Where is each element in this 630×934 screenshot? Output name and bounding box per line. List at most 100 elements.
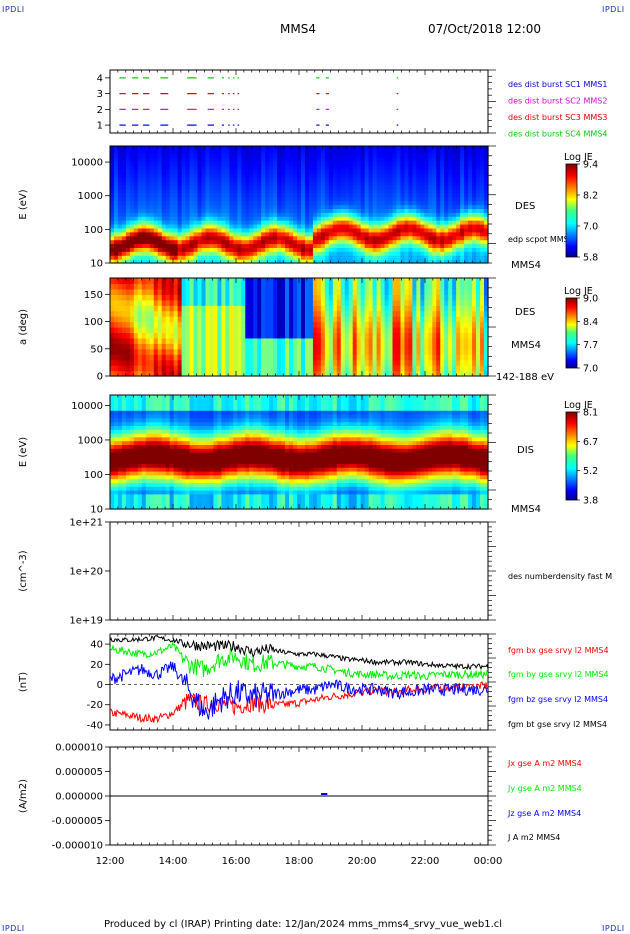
heatmap-cell: [356, 251, 362, 256]
heatmap-cell: [320, 204, 326, 209]
heatmap-cell: [289, 204, 294, 209]
heatmap-cell: [221, 177, 226, 182]
heatmap-cell: [145, 343, 151, 350]
heatmap-cell: [356, 255, 362, 260]
heatmap-cell: [344, 365, 350, 372]
heatmap-cell: [348, 259, 354, 264]
heatmap-cell: [460, 365, 465, 372]
heatmap-cell: [133, 278, 139, 285]
heatmap-cell: [336, 192, 342, 198]
heatmap-cell: [157, 255, 163, 260]
heatmap-cell: [173, 149, 179, 155]
heatmap-cell: [308, 332, 314, 339]
heatmap-cell: [149, 321, 155, 328]
heatmap-cell: [249, 337, 254, 344]
heatmap-cell: [277, 165, 282, 170]
heatmap-cell: [364, 224, 370, 229]
heatmap-cell: [328, 294, 334, 301]
heatmap-cell: [308, 220, 314, 225]
heatmap-cell: [245, 294, 250, 301]
heatmap-cell: [149, 327, 155, 334]
heatmap-cell: [117, 247, 123, 252]
heatmap-cell: [297, 283, 302, 290]
heatmap-cell: [289, 354, 294, 361]
heatmap-cell: [348, 239, 354, 245]
heatmap-cell: [153, 235, 159, 241]
heatmap-cell: [432, 231, 437, 237]
heatmap-cell: [480, 283, 485, 290]
heatmap-cell: [209, 294, 215, 301]
heatmap-cell: [340, 185, 346, 190]
heatmap-cell: [456, 231, 461, 237]
heatmap-cell: [197, 316, 203, 323]
heatmap-cell: [460, 337, 465, 344]
heatmap-cell: [420, 177, 425, 182]
heatmap-cell: [452, 146, 457, 151]
heatmap-cell: [476, 251, 481, 256]
heatmap-cell: [464, 348, 469, 355]
heatmap-cell: [384, 146, 390, 151]
heatmap-cell: [440, 212, 445, 217]
heatmap-cell: [249, 251, 254, 256]
heatmap-cell: [424, 348, 429, 355]
heatmap-cell: [440, 305, 445, 312]
heatmap-cell: [177, 173, 183, 178]
heatmap-cell: [125, 196, 131, 202]
heatmap-cell: [308, 247, 314, 252]
heatmap-cell: [312, 243, 318, 248]
heatmap-cell: [201, 247, 207, 252]
heatmap-cell: [293, 327, 298, 334]
heatmap-cell: [129, 294, 135, 301]
heatmap-cell: [384, 365, 390, 372]
heatmap-cell: [273, 299, 278, 306]
heatmap-cell: [169, 224, 175, 229]
heatmap-cell: [484, 165, 489, 170]
heatmap-cell: [185, 188, 191, 194]
heatmap-cell: [129, 243, 135, 248]
heatmap-cell: [400, 239, 406, 245]
heatmap-cell: [320, 283, 326, 290]
heatmap-cell: [328, 153, 334, 159]
heatmap-cell: [396, 316, 402, 323]
heatmap-cell: [241, 177, 246, 182]
heatmap-cell: [197, 321, 203, 328]
heatmap-cell: [356, 220, 362, 225]
heatmap-cell: [141, 204, 147, 209]
heatmap-cell: [133, 235, 139, 241]
heatmap-cell: [336, 343, 342, 350]
heatmap-cell: [464, 299, 469, 306]
heatmap-cell: [404, 354, 410, 361]
heatmap-cell: [468, 365, 473, 372]
heatmap-cell: [237, 204, 242, 209]
heatmap-cell: [273, 231, 278, 237]
heatmap-cell: [281, 220, 286, 225]
heatmap-cell: [456, 181, 461, 186]
heatmap-cell: [173, 365, 179, 372]
heatmap-cell: [364, 370, 370, 377]
heatmap-cell: [297, 251, 302, 256]
heatmap-cell: [352, 212, 358, 217]
heatmap-cell: [249, 327, 254, 334]
heatmap-cell: [476, 204, 481, 209]
heatmap-cell: [312, 208, 318, 213]
heatmap-cell: [121, 288, 127, 295]
heatmap-cell: [320, 196, 326, 202]
heatmap-cell: [376, 212, 382, 217]
heatmap-cell: [257, 283, 262, 290]
heatmap-cell: [336, 165, 342, 170]
heatmap-cell: [237, 231, 242, 237]
heatmap-cell: [217, 153, 223, 159]
heatmap-cell: [205, 332, 211, 339]
heatmap-cell: [400, 161, 406, 167]
heatmap-cell: [436, 157, 441, 163]
heatmap-cell: [181, 153, 187, 159]
heatmap-cell: [165, 212, 171, 217]
heatmap-cell: [464, 146, 469, 151]
heatmap-cell: [189, 169, 195, 174]
heatmap-cell: [233, 227, 238, 233]
heatmap-cell: [468, 227, 473, 233]
heatmap-cell: [205, 235, 211, 241]
heatmap-cell: [233, 200, 238, 206]
heatmap-cell: [237, 165, 242, 170]
heatmap-cell: [472, 283, 477, 290]
